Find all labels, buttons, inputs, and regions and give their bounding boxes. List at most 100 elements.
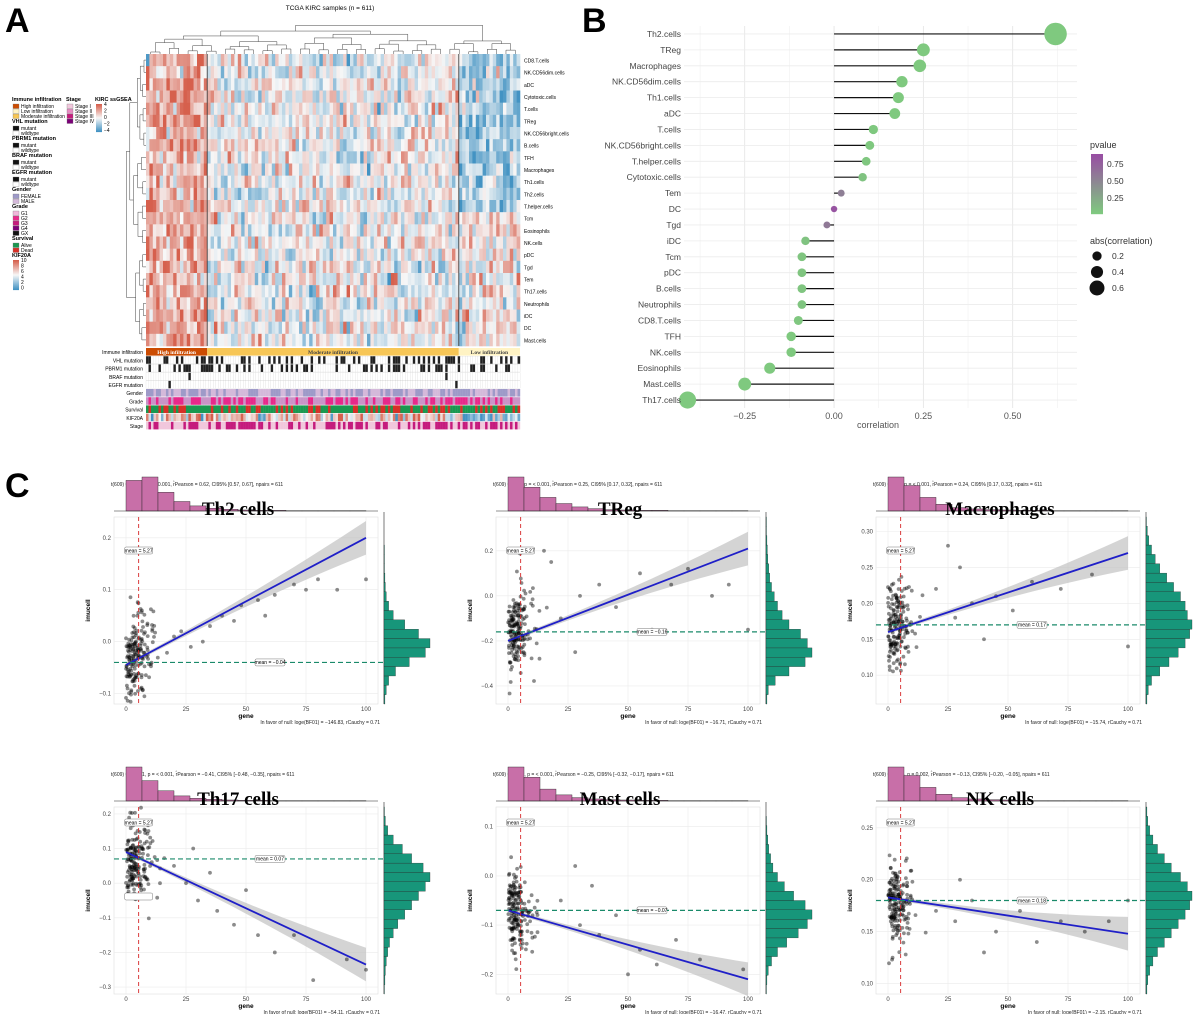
colorbar-step <box>13 277 19 279</box>
heatmap-cell <box>516 260 521 274</box>
annotation-cell <box>390 364 394 373</box>
heatmap-cell <box>509 163 514 176</box>
heatmap-cell <box>322 78 327 91</box>
heatmap-cell <box>285 309 290 322</box>
scatter-point <box>537 609 542 613</box>
heatmap-cell <box>435 102 439 116</box>
heatmap-cell <box>234 139 239 152</box>
annotation-cell <box>432 405 436 413</box>
heatmap-cell <box>506 187 511 201</box>
heatmap-cell <box>489 175 494 189</box>
heatmap-cell <box>248 102 252 116</box>
heatmap-cell <box>299 127 303 140</box>
heatmap-cell <box>234 333 239 347</box>
heatmap-cell <box>254 90 259 103</box>
annotation-cell <box>193 380 197 389</box>
heatmap-cell <box>203 321 208 335</box>
heatmap-cell <box>390 151 395 164</box>
heatmap-cell <box>268 273 273 286</box>
heatmap-cell <box>173 127 177 140</box>
heatmap-cell <box>367 273 371 286</box>
annotation-cell <box>465 380 468 389</box>
heatmap-cell <box>166 102 171 116</box>
annotation-cell <box>435 389 438 397</box>
heatmap-cell <box>513 139 517 152</box>
heatmap-cell <box>288 175 293 189</box>
annotation-cell <box>357 397 361 405</box>
colorbar-step <box>13 274 19 276</box>
annotation-cell <box>178 356 182 364</box>
heatmap-cell <box>214 224 218 237</box>
heatmap-cell <box>275 285 279 298</box>
heatmap-cell <box>288 273 293 286</box>
heatmap-cell <box>173 66 177 79</box>
heatmap-cell <box>503 54 507 67</box>
heatmap-cell <box>503 212 507 225</box>
annotation-cell <box>362 372 366 381</box>
heatmap-cell <box>275 90 279 103</box>
colorbar-step <box>13 260 19 262</box>
annotation-cell <box>208 372 212 381</box>
heatmap-cell <box>173 175 177 189</box>
heatmap-cell <box>424 151 429 164</box>
heatmap-cell <box>258 187 262 201</box>
heatmap-cell <box>203 200 208 213</box>
annotation-cell <box>400 389 404 397</box>
heatmap-cell <box>438 224 443 237</box>
heatmap-cell <box>343 224 347 237</box>
heatmap-cell <box>380 212 385 225</box>
heatmap-cell <box>384 309 388 322</box>
heatmap-cell <box>227 163 232 176</box>
heatmap-cell <box>373 297 378 310</box>
heatmap-cell <box>506 273 511 286</box>
annotation-cell <box>325 413 329 422</box>
heatmap-cell <box>479 90 483 103</box>
scatter-point <box>127 655 131 659</box>
heatmap-cell <box>360 163 364 176</box>
heatmap-cell <box>496 127 500 140</box>
heatmap-cell <box>472 163 477 176</box>
scatter-point <box>153 630 158 635</box>
lollipop-x-ticks: −0.25 0.00 0.25 0.50 <box>733 411 1021 421</box>
annotation-cell <box>460 389 463 397</box>
annotation-cell <box>248 380 251 389</box>
scatter-point <box>131 653 136 658</box>
annotation-cell <box>170 421 174 430</box>
colorbar-step <box>13 262 19 264</box>
size-legend-tick: 0.2 <box>1112 251 1124 261</box>
heatmap-cell <box>319 78 324 91</box>
heatmap-cell <box>295 54 300 67</box>
scatter-point <box>139 641 143 646</box>
annotation-cell <box>300 380 304 389</box>
heatmap-cell <box>455 224 460 237</box>
heatmap-cell <box>407 175 412 189</box>
annotation-cell <box>268 413 271 422</box>
scatter-point <box>127 658 132 663</box>
scatter-point <box>514 632 519 636</box>
annotation-cell <box>190 372 194 381</box>
heatmap-cell <box>363 273 368 286</box>
annotation-cell <box>342 405 346 413</box>
heatmap-cell <box>329 175 334 189</box>
heatmap-cell <box>448 260 453 274</box>
annotation-cell <box>153 372 157 381</box>
heatmap-cell <box>353 163 358 176</box>
heatmap-cell <box>217 114 222 128</box>
heatmap-cell <box>452 260 456 274</box>
heatmap-cell <box>146 321 150 335</box>
annotation-cell <box>188 413 192 422</box>
annotation-cell <box>385 397 389 405</box>
heatmap-cell <box>384 127 388 140</box>
heatmap-cell <box>241 114 245 128</box>
heatmap-cell <box>190 139 194 152</box>
annotation-cell <box>215 356 219 364</box>
heatmap-cell <box>292 175 296 189</box>
heatmap-cell <box>414 187 419 201</box>
heatmap-cell <box>462 187 466 201</box>
heatmap-cell <box>509 90 514 103</box>
heatmap-cell <box>465 90 470 103</box>
colorbar-tick: 0 <box>21 286 24 292</box>
annotation-cell <box>512 372 516 381</box>
heatmap-cell <box>312 321 317 335</box>
annotation-cell <box>325 364 329 373</box>
